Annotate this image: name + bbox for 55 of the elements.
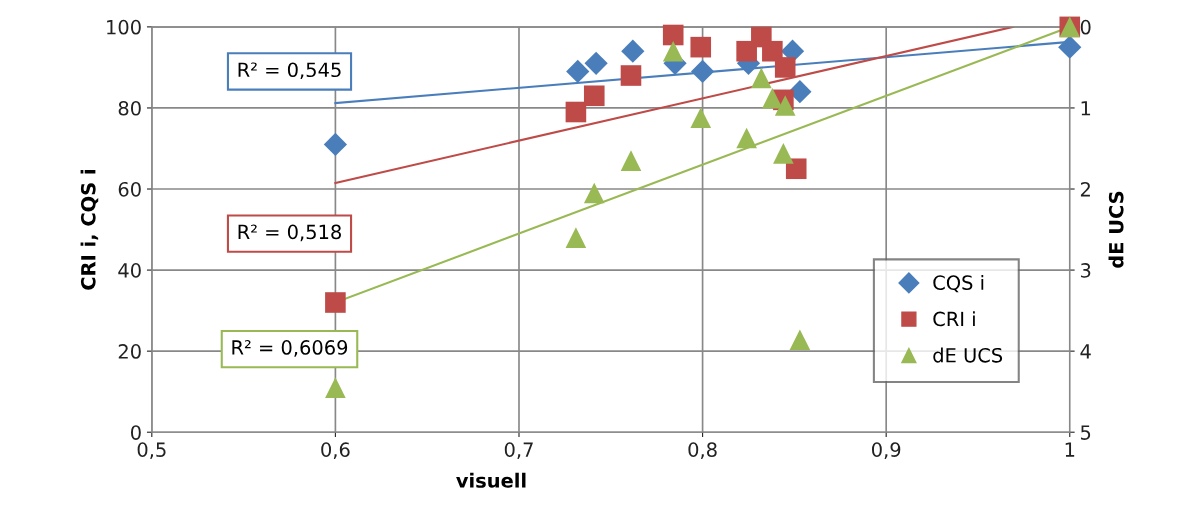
point (736, 127, 757, 149)
point (773, 143, 794, 164)
y2-tick-label: 0 (1080, 19, 1091, 35)
point (325, 292, 346, 313)
point (566, 59, 590, 84)
y-tick-label: 0 (131, 425, 141, 440)
annotation: R² = 0,6069 (232, 340, 348, 357)
legend-label: CRI i (933, 311, 975, 327)
y-tick-label: 100 (107, 19, 141, 35)
legend-label: CQS i (933, 274, 984, 293)
x-tick-label: 1 (1065, 442, 1075, 457)
point (690, 107, 712, 128)
point (690, 59, 715, 84)
point (1058, 35, 1082, 59)
y-axis-title: CRI i, CQS i (80, 170, 99, 290)
point (690, 36, 712, 58)
point (762, 87, 783, 109)
x-axis-title: visuell (456, 472, 526, 488)
point (584, 51, 608, 75)
legend-label: dE UCS (933, 347, 1003, 363)
point (762, 40, 783, 62)
point (774, 57, 796, 78)
y2-tick-label: 3 (1080, 263, 1091, 278)
point (662, 24, 684, 46)
annotation: R² = 0,518 (238, 224, 341, 242)
point (662, 40, 684, 62)
x-tick-label: 0,7 (504, 442, 533, 459)
point (620, 65, 642, 86)
point (565, 101, 587, 123)
point (736, 40, 757, 62)
point (583, 85, 605, 107)
y2-tick-label: 5 (1081, 425, 1091, 440)
point (621, 39, 645, 63)
point (583, 182, 605, 204)
y-tick-label: 80 (118, 100, 141, 116)
point (325, 377, 346, 398)
x-tick-label: 0,5 (137, 442, 166, 459)
x-tick-label: 0,8 (688, 442, 717, 459)
y2-axis-title: dE UCS (1108, 191, 1124, 268)
y-tick-label: 40 (118, 263, 141, 278)
y-tick-label: 20 (118, 344, 141, 359)
point (774, 95, 796, 116)
point (565, 227, 587, 248)
point (323, 132, 348, 157)
point (785, 158, 807, 180)
x-tick-label: 0,9 (872, 442, 901, 459)
point (620, 150, 642, 171)
point (789, 329, 811, 351)
y-tick-label: 60 (118, 181, 141, 197)
annotation: R² = 0,545 (238, 62, 341, 80)
y2-tick-label: 1 (1081, 101, 1091, 116)
y2-tick-label: 2 (1080, 181, 1090, 197)
x-tick-label: 0,6 (321, 442, 350, 459)
y2-tick-label: 4 (1080, 344, 1091, 359)
point (751, 67, 772, 89)
